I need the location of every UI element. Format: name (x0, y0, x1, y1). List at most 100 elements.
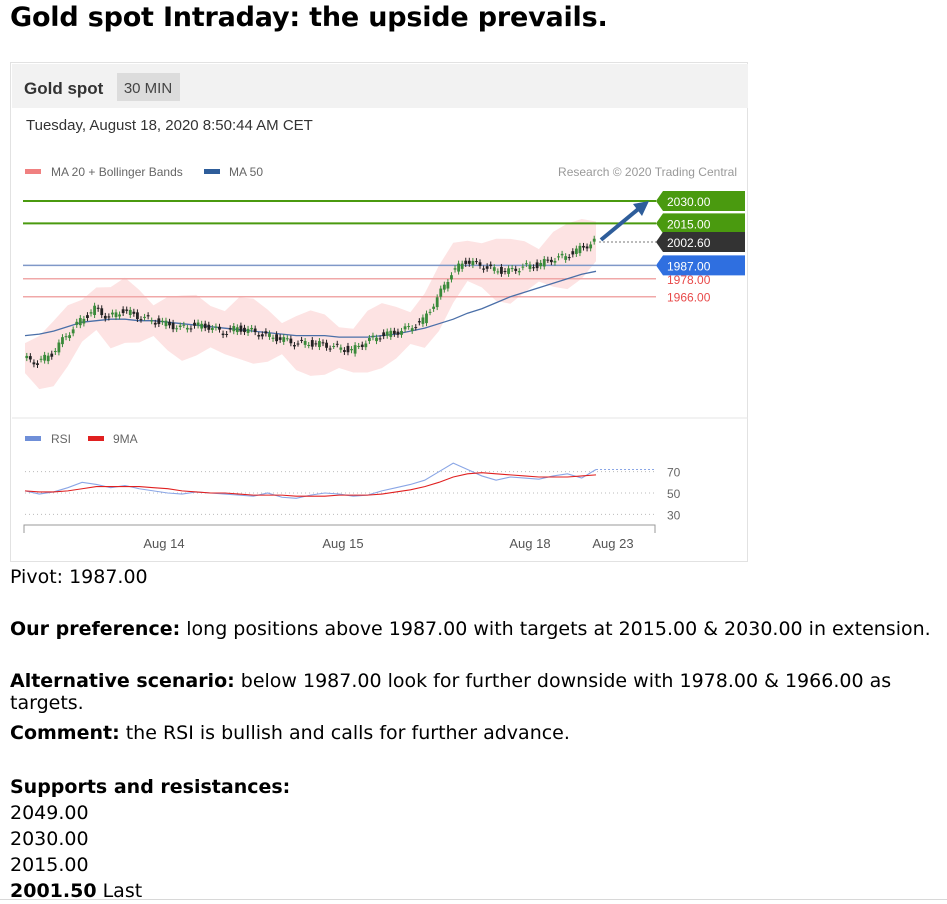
candle-body (228, 328, 232, 330)
supports-resistances: Supports and resistances: 2049.00 2030.0… (10, 774, 290, 904)
candle-body (285, 338, 289, 340)
candle-body (364, 343, 368, 348)
projection-arrowhead (633, 200, 649, 216)
candle-body (560, 253, 564, 256)
candle-body (39, 358, 43, 360)
candle-body (574, 248, 578, 254)
candle-body (64, 336, 68, 338)
price-chart: Gold spot 30 MIN Tuesday, August 18, 202… (12, 64, 748, 551)
candle-body (446, 281, 450, 289)
candle-body (111, 312, 114, 315)
candle-body (86, 315, 89, 318)
candle-body (185, 327, 189, 330)
candle-body (350, 349, 353, 351)
candle-body (453, 268, 457, 270)
comment-label: Comment: (10, 722, 120, 744)
page-title: Gold spot Intraday: the upside prevails. (10, 2, 608, 33)
chart-card: Gold spot 30 MIN Tuesday, August 18, 202… (10, 62, 748, 562)
candle-body (218, 326, 221, 330)
candle-body (264, 331, 268, 334)
comment-text: the RSI is bullish and calls for further… (119, 722, 570, 744)
candle-body (303, 341, 307, 345)
candle-body (150, 320, 154, 322)
candle-body (414, 327, 418, 329)
candle-body (164, 320, 168, 327)
candle-body (321, 342, 325, 344)
pivot-text: Pivot: 1987.00 (10, 566, 148, 588)
candle-body (214, 326, 218, 328)
candle-body (425, 313, 428, 324)
candle-body (407, 326, 411, 328)
candle-body (546, 259, 550, 261)
last-label: Last (96, 880, 143, 902)
candle-body (325, 342, 328, 348)
rsi-legend-label: RSI (51, 432, 71, 446)
candle-body (318, 341, 321, 348)
candle-body (243, 327, 246, 333)
candle-body (171, 322, 175, 330)
candle-body (128, 309, 132, 315)
candle-body (567, 257, 571, 259)
candle-body (235, 327, 239, 333)
candle-body (392, 330, 396, 334)
candle-body (289, 338, 293, 344)
candle-body (175, 328, 179, 330)
rsi-line (24, 462, 597, 499)
candle-body (507, 268, 510, 274)
support-tag-label: 1966.00 (667, 291, 711, 305)
ma9-legend-label: 9MA (113, 432, 138, 446)
alternative-label: Alternative scenario: (10, 670, 235, 692)
ma50-legend-label: MA 50 (229, 165, 263, 179)
candle-body (382, 332, 386, 337)
candle-body (482, 268, 485, 270)
candle-body (210, 327, 214, 330)
candle-body (478, 262, 482, 266)
x-axis-ticks: Aug 14 Aug 15 Aug 18 Aug 23 (143, 536, 633, 551)
candle-body (403, 326, 407, 330)
timeframe-badge[interactable] (117, 73, 180, 101)
support-tag-label: 1978.00 (667, 273, 711, 287)
candle-body (36, 363, 39, 365)
candle-body (203, 323, 207, 329)
candle-body (146, 315, 150, 317)
candle-body (450, 275, 453, 280)
candle-body (32, 362, 36, 365)
candle-body (557, 256, 560, 258)
candle-body (432, 306, 436, 309)
pivot-tag-label: 1987.00 (667, 259, 711, 273)
candle-body (300, 339, 303, 341)
candle-body (564, 256, 568, 260)
candle-body (310, 340, 314, 347)
candle-body (471, 260, 475, 266)
target-tag (656, 213, 745, 234)
candle-body (517, 271, 521, 273)
preference-text: long positions above 1987.00 with target… (180, 618, 931, 640)
candle-body (525, 263, 528, 265)
candle-body (278, 337, 282, 340)
candle-body (346, 345, 350, 353)
candle-body (221, 333, 225, 336)
candle-body (107, 316, 111, 318)
candle-body (182, 324, 186, 326)
candle-body (89, 312, 93, 314)
candle-body (93, 305, 96, 316)
candle-body (28, 356, 32, 360)
candle-body (25, 355, 29, 359)
candle-body (514, 268, 518, 271)
candle-body (417, 321, 421, 323)
candle-body (460, 263, 464, 269)
candle-body (157, 318, 161, 325)
candle-body (535, 262, 539, 269)
candle-body (435, 297, 439, 308)
candle-body (118, 314, 121, 317)
resistance-level: 2015.00 (10, 854, 89, 876)
candle-body (396, 331, 400, 335)
target-tag-label: 2015.00 (667, 217, 711, 231)
timeframe-label: 30 MIN (124, 80, 172, 97)
candle-body (421, 317, 425, 324)
resistance-level: 2049.00 (10, 802, 89, 824)
preference-label: Our preference: (10, 618, 181, 640)
candle-body (239, 325, 243, 332)
candle-body (168, 321, 171, 326)
ma50-legend-swatch (204, 169, 220, 174)
